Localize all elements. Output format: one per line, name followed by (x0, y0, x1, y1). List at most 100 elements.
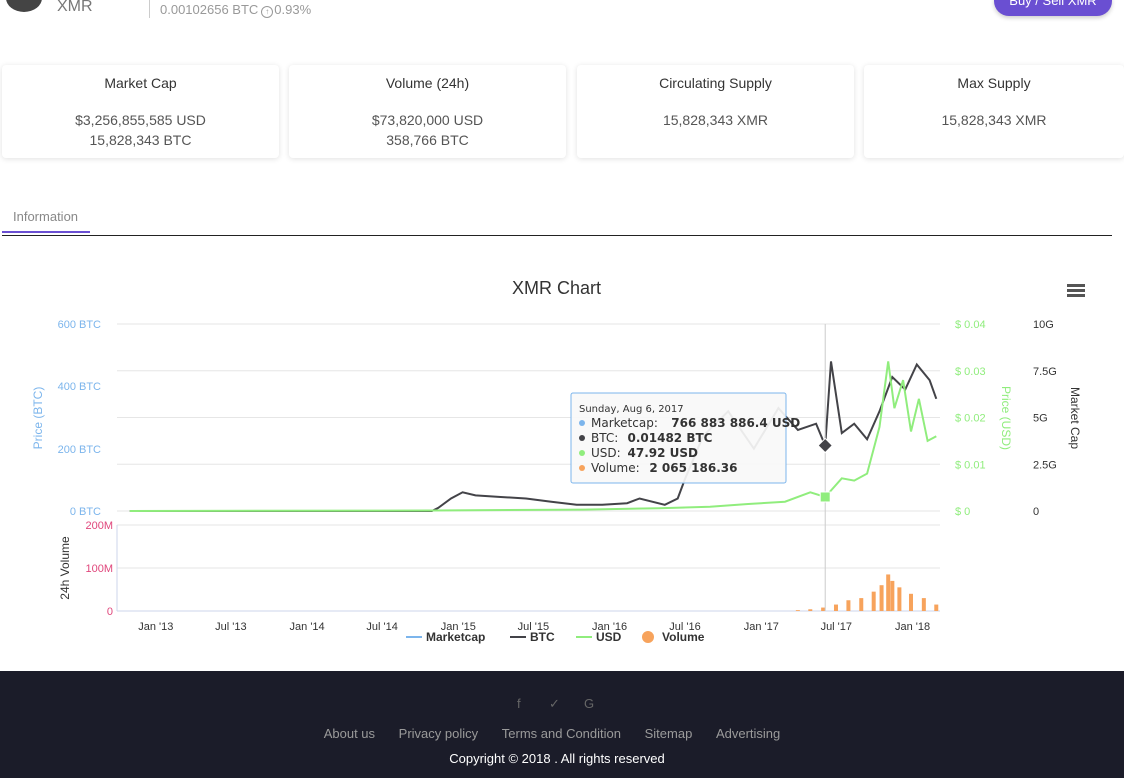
volume-bar (859, 598, 864, 611)
y-left-tick-label: 400 BTC (58, 381, 101, 393)
volume-bar (879, 585, 884, 611)
y-right-cap-tick-label: 10G (1033, 319, 1054, 331)
tooltip-dot (579, 420, 585, 426)
legend-symbol (642, 631, 654, 643)
twitter-icon[interactable]: ✓ (549, 696, 560, 711)
volume-bar (897, 587, 902, 611)
stat-card-circulating-supply: Circulating Supply 15,828,343 XMR (577, 65, 854, 158)
volume-bar (871, 591, 876, 611)
volume-bar (921, 598, 926, 611)
monero-logo-icon (6, 0, 42, 12)
stat-card-volume: Volume (24h) $73,820,000 USD 358,766 BTC (289, 65, 566, 158)
usd-series-line (129, 361, 937, 512)
copyright: Copyright © 2018 . All rights reserved (449, 751, 665, 766)
footer-links: About us Privacy policy Terms and Condit… (0, 726, 1104, 741)
footer: f ✓ G About us Privacy policy Terms and … (0, 671, 1124, 778)
price-btc: 0.00102656 BTC ↑ 0.93% (160, 2, 311, 18)
arrow-up-circle-icon: ↑ (261, 6, 274, 18)
chart-title: XMR Chart (511, 278, 601, 298)
tooltip-label-usd: USD: (591, 446, 621, 460)
stat-title: Market Cap (104, 75, 177, 91)
volume-tick-label: 100M (85, 563, 113, 575)
tab-information[interactable]: Information (2, 205, 90, 233)
x-tick-label: Jan '14 (290, 621, 325, 633)
x-tick-label: Jul '13 (215, 621, 246, 633)
volume-axis-label: 24h Volume (58, 536, 72, 600)
tooltip-dot (579, 465, 585, 471)
footer-link-sitemap[interactable]: Sitemap (644, 726, 693, 741)
tooltip-dot (579, 435, 585, 441)
stat-value-secondary: 15,828,343 BTC (89, 132, 192, 148)
volume-bar (890, 580, 895, 611)
btc-series-line (129, 361, 938, 512)
tooltip-label-btc: BTC: (591, 431, 618, 445)
stat-value: 15,828,343 XMR (941, 112, 1047, 128)
tab-bar: Information (2, 205, 1112, 236)
volume-tick-label: 0 (107, 606, 113, 618)
y-right-cap-tick-label: 5G (1033, 413, 1048, 425)
volume-bar (833, 604, 838, 611)
x-tick-label: Jan '18 (895, 621, 930, 633)
volume-bar (908, 593, 913, 611)
stat-title: Volume (24h) (385, 75, 470, 91)
volume-bar (808, 609, 813, 611)
legend-item-btc: BTC (530, 630, 555, 644)
footer-link-privacy[interactable]: Privacy policy (398, 726, 479, 741)
y-right-cap-tick-label: 2.5G (1033, 459, 1057, 471)
legend-item-usd: USD (596, 630, 622, 644)
facebook-icon[interactable]: f (517, 696, 521, 711)
chart-tooltip (570, 392, 787, 484)
volume-bar (886, 574, 891, 611)
y-right-cap-tick-label: 7.5G (1033, 366, 1057, 378)
stat-title: Circulating Supply (659, 75, 772, 91)
y-left-axis-label: Price (BTC) (31, 387, 45, 450)
tooltip-date: Sunday, Aug 6, 2017 (579, 404, 684, 415)
chart-menu-button[interactable] (1067, 284, 1085, 300)
x-tick-label: Jan '17 (744, 621, 779, 633)
volume-bar (821, 607, 826, 611)
tooltip-label-marketcap: Marketcap: (591, 416, 658, 430)
footer-link-terms[interactable]: Terms and Condition (501, 726, 621, 741)
legend-item-volume: Volume (662, 630, 705, 644)
coin-symbol: XMR (57, 0, 93, 15)
y-right-usd-tick-label: $ 0.03 (955, 366, 986, 378)
tooltip-value-btc: 0.01482 BTC (628, 431, 713, 445)
footer-link-about[interactable]: About us (323, 726, 376, 741)
y-right-cap-axis-label: Market Cap (1068, 387, 1082, 449)
stat-value: 15,828,343 XMR (662, 112, 769, 128)
buy-sell-button[interactable]: Buy / Sell XMR (994, 0, 1112, 16)
xmr-chart: XMR Chart 600 BTC 400 BTC 200 BTC 0 BTC Pric… (0, 270, 1124, 650)
x-tick-label: Jul '15 (518, 621, 549, 633)
stat-value-secondary: 358,766 BTC (386, 132, 469, 148)
google-icon[interactable]: G (584, 696, 595, 711)
price-btc-value: 0.00102656 BTC (160, 2, 259, 17)
tooltip-value-volume: 2 065 186.36 (649, 461, 737, 475)
y-right-usd-tick-label: $ 0.04 (955, 319, 986, 331)
y-left-tick-label: 0 BTC (70, 506, 101, 518)
x-tick-label: Jul '17 (821, 621, 852, 633)
y-right-usd-tick-label: $ 0 (955, 506, 970, 518)
y-right-cap-tick-label: 0 (1033, 506, 1039, 518)
volume-tick-label: 200M (85, 520, 113, 532)
stat-value: $73,820,000 USD (371, 112, 484, 128)
y-right-usd-tick-label: $ 0.02 (955, 413, 986, 425)
legend-item-marketcap: Marketcap (426, 630, 485, 644)
stat-card-market-cap: Market Cap $3,256,855,585 USD 15,828,343 … (2, 65, 279, 158)
btc-hover-marker (817, 437, 833, 454)
x-tick-label: Jan '13 (138, 621, 173, 633)
footer-link-advertising[interactable]: Advertising (715, 726, 781, 741)
x-tick-label: Jan '16 (592, 621, 627, 633)
tooltip-dot (579, 450, 585, 456)
hamburger-menu-icon (1067, 284, 1085, 287)
y-right-usd-tick-label: $ 0.01 (955, 459, 986, 471)
x-tick-label: Jul '14 (366, 621, 397, 633)
volume-bar (846, 600, 851, 611)
chart-canvas[interactable]: 600 BTC 400 BTC 200 BTC 0 BTC Price (BTC) $ 0… (0, 270, 1124, 650)
price-change: 0.93% (274, 2, 312, 17)
x-tick-label: Jan '15 (441, 621, 476, 633)
y-right-usd-axis-label: Price (USD) (999, 386, 1013, 450)
volume-bar (795, 610, 800, 611)
x-tick-label: Jul '16 (669, 621, 700, 633)
volume-bar (934, 604, 939, 611)
stat-card-max-supply: Max Supply 15,828,343 XMR (864, 65, 1124, 158)
